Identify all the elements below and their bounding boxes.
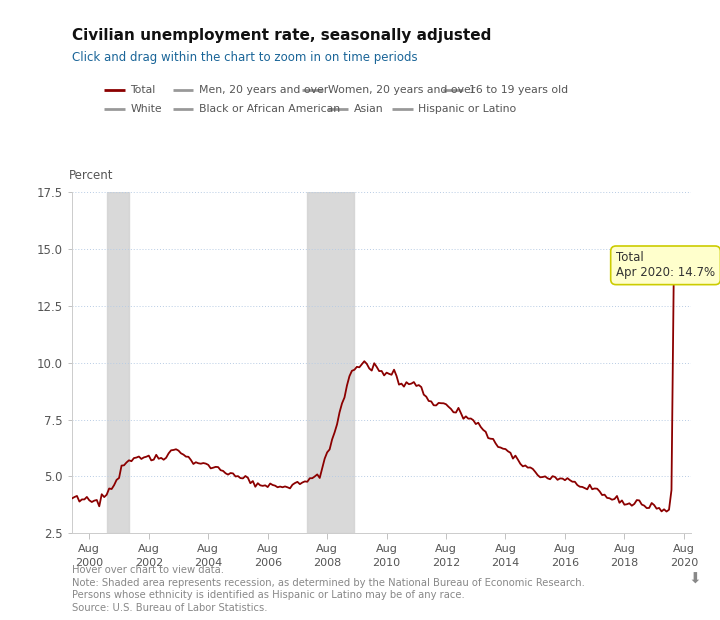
- Text: Total
Apr 2020: 14.7%: Total Apr 2020: 14.7%: [616, 251, 715, 280]
- Bar: [307, 192, 354, 533]
- Text: Women, 20 years and over: Women, 20 years and over: [328, 85, 476, 95]
- Text: Hispanic or Latino: Hispanic or Latino: [418, 104, 516, 113]
- Bar: [107, 192, 129, 533]
- Text: Black or African American: Black or African American: [199, 104, 340, 113]
- Text: Source: U.S. Bureau of Labor Statistics.: Source: U.S. Bureau of Labor Statistics.: [72, 603, 268, 613]
- Text: Hover over chart to view data.: Hover over chart to view data.: [72, 565, 224, 575]
- Text: ⬇: ⬇: [688, 572, 701, 587]
- Text: Asian: Asian: [354, 104, 383, 113]
- Text: Total: Total: [130, 85, 156, 95]
- Text: 16 to 19 years old: 16 to 19 years old: [469, 85, 568, 95]
- Text: Note: Shaded area represents recession, as determined by the National Bureau of : Note: Shaded area represents recession, …: [72, 578, 585, 588]
- Text: Persons whose ethnicity is identified as Hispanic or Latino may be of any race.: Persons whose ethnicity is identified as…: [72, 590, 464, 600]
- Text: Percent: Percent: [69, 169, 114, 182]
- Text: Click and drag within the chart to zoom in on time periods: Click and drag within the chart to zoom …: [72, 51, 418, 64]
- Text: Civilian unemployment rate, seasonally adjusted: Civilian unemployment rate, seasonally a…: [72, 28, 491, 43]
- Text: Men, 20 years and over: Men, 20 years and over: [199, 85, 328, 95]
- Text: White: White: [130, 104, 162, 113]
